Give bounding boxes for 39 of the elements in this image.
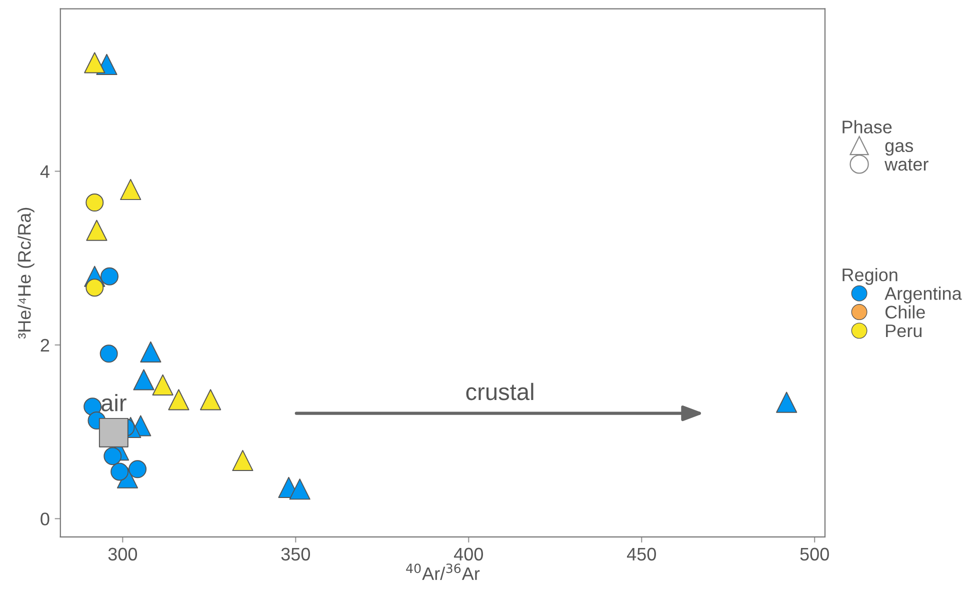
text: Region [842, 268, 898, 285]
x-tick-label: 350 [281, 548, 310, 561]
point [86, 194, 104, 212]
text: Phase [842, 120, 892, 134]
point [104, 447, 122, 466]
point [120, 178, 142, 200]
point [128, 460, 147, 478]
point [152, 374, 174, 396]
point [140, 341, 162, 362]
point [86, 278, 104, 297]
point [289, 478, 310, 500]
y-tick-label: 2 [40, 338, 50, 352]
legend-label: Argentina [884, 286, 962, 304]
annotation: air [102, 394, 126, 412]
x-tick-label: 500 [800, 548, 829, 561]
y-axis-title: ³He/⁴He (Rc/Ra) [18, 208, 34, 339]
point [86, 220, 108, 241]
legend-label: gas [885, 142, 914, 156]
legend-label: water [884, 158, 928, 171]
legend-label: Chile [885, 305, 925, 319]
x-tick-label: 400 [454, 548, 483, 561]
legend-label: Peru [886, 324, 922, 338]
point [168, 389, 190, 410]
point [100, 344, 118, 363]
point [133, 369, 154, 390]
annotation: crustal [466, 382, 534, 400]
y-tick-label: 4 [40, 165, 50, 178]
x-tick-label: 300 [108, 548, 138, 561]
point [232, 450, 254, 472]
x-tick-label: 450 [626, 548, 656, 561]
point [84, 398, 102, 416]
point [200, 389, 222, 410]
point [776, 392, 798, 413]
point [100, 267, 119, 286]
x-axis-title: $^{40}$Ar/$^{36}$Ar [406, 564, 480, 580]
y-tick-label: 0 [40, 512, 50, 526]
point [98, 418, 128, 448]
point [84, 52, 106, 74]
point [110, 462, 129, 481]
